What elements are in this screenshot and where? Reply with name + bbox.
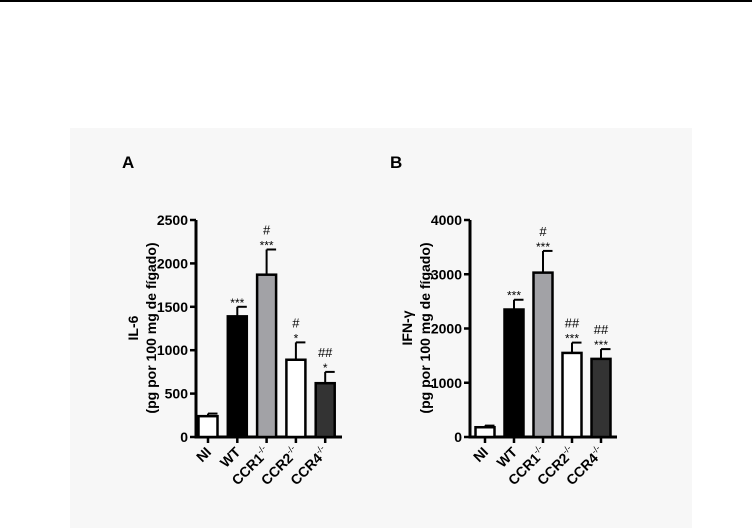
chart-panel-b: B IFN-γ (pg por 100 mg de fígado) 0 1000 2000… [390, 153, 617, 488]
y-tick-label: 1000 [157, 342, 188, 358]
significance-label: *** [260, 239, 274, 253]
y-tick-label: 1000 [431, 375, 462, 391]
bar-wt [226, 315, 249, 439]
bar-ccr1 [255, 273, 278, 439]
significance-vs-wt-label: # [292, 315, 300, 330]
significance-label: * [294, 331, 299, 345]
y-tick-label: 2500 [157, 212, 188, 228]
x-tick-label: NI [470, 444, 491, 465]
bar-ccr1 [532, 271, 554, 439]
y-tick-label: 1500 [157, 299, 188, 315]
y-tick-label: 0 [454, 429, 462, 445]
bar-ni [197, 414, 219, 439]
y-tick-label: 4000 [431, 212, 462, 228]
chart-panel-a: A IL-6 (pg por 100 mg de fígado) 0 500 1000 15… [122, 153, 342, 488]
significance-label: * [323, 361, 328, 375]
significance-label: *** [507, 289, 521, 303]
y-tick-label: 2000 [431, 321, 462, 337]
panel-label: B [390, 153, 402, 172]
top-border-line [0, 0, 752, 2]
y-axis-units: (pg por 100 mg de fígado) [143, 242, 159, 413]
significance-vs-wt-label: ## [565, 316, 580, 331]
bar-ccr2 [285, 358, 307, 439]
y-tick-label: 0 [180, 429, 188, 445]
y-axis-label: IFN-γ [399, 310, 415, 345]
significance-vs-wt-label: ## [594, 322, 609, 337]
significance-label: *** [565, 332, 579, 346]
x-tick-label: NI [193, 444, 214, 465]
y-axis-units: (pg por 100 mg de fígado) [417, 242, 433, 413]
y-tick-label: 2000 [157, 255, 188, 271]
significance-label: *** [230, 296, 244, 310]
significance-label: *** [536, 240, 550, 254]
y-axis-label: IL-6 [125, 315, 141, 340]
significance-vs-wt-label: # [263, 223, 271, 238]
bar-wt [503, 308, 525, 439]
significance-vs-wt-label: ## [318, 345, 333, 360]
panel-label: A [122, 153, 134, 172]
y-tick-label: 500 [165, 386, 189, 402]
bar-ccr2 [561, 351, 583, 439]
y-tick-label: 3000 [431, 266, 462, 282]
bar-ccr4 [314, 381, 336, 439]
significance-label: *** [594, 338, 608, 352]
bar-ni [474, 425, 496, 439]
figure-background [70, 128, 692, 528]
bar-ccr4 [590, 357, 612, 439]
significance-vs-wt-label: # [539, 224, 547, 239]
